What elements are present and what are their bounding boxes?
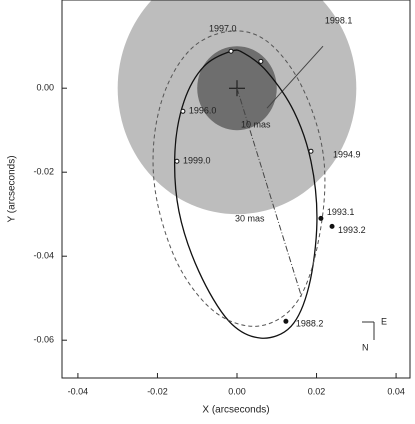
y-tick-label: 0.00 xyxy=(36,83,54,93)
compass-east: E xyxy=(381,316,387,326)
compass: E N xyxy=(362,316,387,352)
orbit xyxy=(173,49,318,339)
leader-line xyxy=(266,45,324,109)
y-tick-label: -0.04 xyxy=(33,251,54,261)
orbit xyxy=(152,30,326,327)
x-tick-label: 0.02 xyxy=(308,386,326,396)
node-line xyxy=(236,88,303,299)
epoch-point xyxy=(329,223,335,229)
x-tick-label: -0.04 xyxy=(68,386,89,396)
epoch-point xyxy=(258,58,264,64)
y-tick-label: -0.02 xyxy=(33,167,54,177)
epoch-label: 1999.0 xyxy=(183,156,211,166)
circle-label: 10 mas xyxy=(241,120,271,130)
y-tick-label: -0.06 xyxy=(33,335,54,345)
epoch-label: 1993.1 xyxy=(327,207,355,217)
circle-label: 30 mas xyxy=(235,214,265,224)
epoch-point xyxy=(283,318,289,324)
epoch-point xyxy=(180,108,186,114)
x-tick-label: 0.04 xyxy=(387,386,405,396)
epoch-label: 1994.9 xyxy=(333,150,361,160)
epoch-point xyxy=(318,215,324,221)
x-axis-label: X (arcseconds) xyxy=(202,405,269,416)
epoch-label: 1996.0 xyxy=(189,106,217,116)
epoch-point xyxy=(174,158,180,164)
epoch-label: 1993.2 xyxy=(338,225,366,235)
compass-north: N xyxy=(362,342,369,352)
epoch-point xyxy=(228,48,234,54)
x-tick-label: -0.02 xyxy=(147,386,168,396)
plot-frame xyxy=(61,0,411,379)
epoch-label: 1988.2 xyxy=(296,319,324,329)
x-tick-label: 0.00 xyxy=(228,386,246,396)
epoch-point xyxy=(308,148,314,154)
y-axis-label: Y (arcseconds) xyxy=(7,155,18,222)
epoch-label: 1997.0 xyxy=(209,24,237,34)
plot-area: 10 mas 30 mas 1997.0 1998.1 1996.0 1999.0 1994… xyxy=(117,0,366,339)
epoch-label: 1998.1 xyxy=(325,16,353,26)
